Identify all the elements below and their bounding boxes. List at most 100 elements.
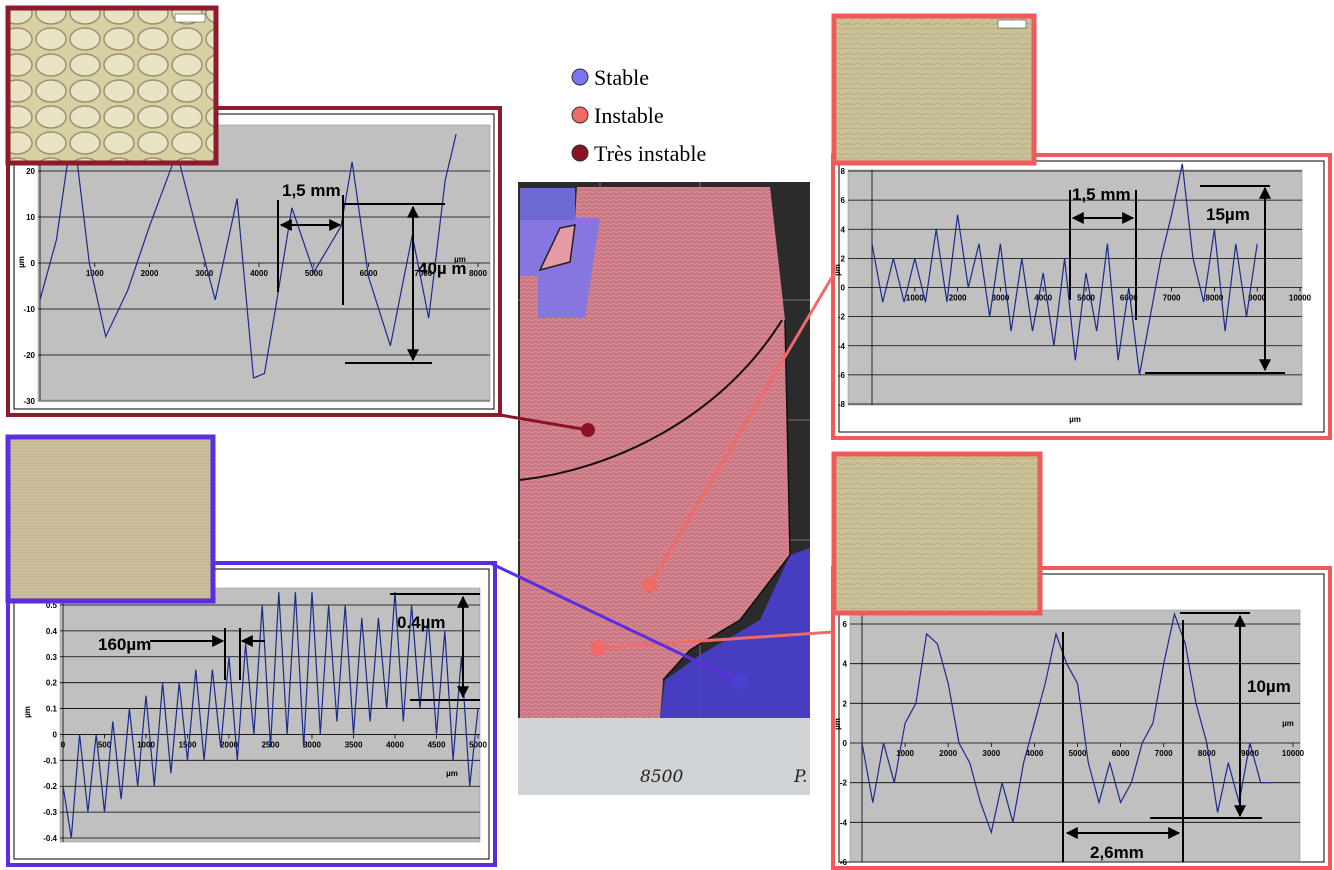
y-axis-label: µm	[833, 264, 842, 276]
profile-line	[39, 124, 457, 379]
x-tick-label: 5000	[1077, 294, 1095, 303]
x-tick-label: 2000	[939, 749, 957, 758]
y-tick-label: 4	[843, 660, 848, 669]
plot-area	[849, 609, 1301, 863]
x-tick-label: 3000	[195, 269, 213, 278]
profile-chart: -0.4 -0.3 -0.2 -0.1 0 0.1 0.2 0.3 0.4 0.5 0 500 1000…	[6, 561, 497, 867]
y-tick-label: 8	[841, 167, 846, 176]
annotation: 2,6mm	[1090, 843, 1144, 862]
x-tick-label: 3000	[303, 740, 321, 749]
y-tick-label: 10	[26, 213, 35, 222]
y-tick-label: 0.4	[46, 627, 58, 636]
x-tick-label: 2000	[220, 740, 238, 749]
x-axis-label: µm	[454, 255, 466, 264]
y-tick-label: -6	[840, 858, 848, 867]
profile-chart: -6 -4 -2 0 2 4 6 1000 2000 3000 4000 5000 6000 7000 80…	[831, 566, 1332, 870]
x-tick-label: 1500	[179, 740, 197, 749]
y-axis-label: µm	[23, 706, 32, 718]
y-tick-label: 0.2	[46, 679, 58, 688]
y-tick-label: 0.5	[46, 601, 58, 610]
y-tick-label: -10	[23, 305, 35, 314]
x-tick-label: 6000	[1120, 294, 1138, 303]
x-tick-label: 7000	[1163, 294, 1181, 303]
y-axis-label: µm	[17, 256, 26, 268]
y-axis-label: µm	[833, 718, 842, 730]
y-tick-label: -6	[838, 371, 846, 380]
legend-label: Stable	[594, 65, 649, 90]
chart-inner-frame	[13, 568, 490, 860]
x-tick-label: 10000	[1289, 294, 1312, 303]
chart-inner-frame	[13, 113, 495, 410]
x-tick-label: 5000	[305, 269, 323, 278]
y-tick-label: 0.3	[46, 653, 58, 662]
x-axis-label: µm	[1069, 415, 1081, 424]
annotation: 1,5 mm	[282, 181, 341, 200]
micrographs	[5, 5, 1043, 616]
x-tick-label: 7000	[414, 269, 432, 278]
x-tick-label: 9000	[1241, 749, 1259, 758]
x-tick-label: 4000	[1034, 294, 1052, 303]
annotation: 10µm	[1247, 677, 1291, 696]
y-tick-label: -30	[23, 397, 35, 406]
workpiece-label: 8500	[640, 767, 683, 787]
x-tick-label: 5000	[1069, 749, 1087, 758]
x-tick-label: 6000	[1112, 749, 1130, 758]
profile-line	[62, 592, 479, 839]
y-tick-label: -4	[840, 818, 848, 827]
y-tick-label: 0.1	[46, 705, 58, 714]
y-tick-label: -4	[838, 342, 846, 351]
y-tick-label: 6	[841, 196, 846, 205]
x-tick-label: 4000	[1026, 749, 1044, 758]
y-tick-label: -20	[23, 351, 35, 360]
x-axis-label: µm	[446, 769, 458, 778]
workpiece-label: P.	[793, 767, 807, 787]
y-tick-label: 0	[31, 259, 36, 268]
y-tick-label: 2	[841, 254, 846, 263]
y-tick-label: 6	[843, 620, 848, 629]
x-tick-label: 2000	[141, 269, 159, 278]
profile-line	[861, 611, 1272, 835]
x-axis-label: µm	[1282, 719, 1294, 728]
legend-marker	[571, 106, 589, 124]
x-tick-label: 1000	[896, 749, 914, 758]
x-tick-label: 8000	[1198, 749, 1216, 758]
x-tick-label: 1000	[86, 269, 104, 278]
x-tick-label: 6000	[360, 269, 378, 278]
y-tick-label: 2	[843, 699, 848, 708]
x-tick-label: 1000	[137, 740, 155, 749]
x-tick-label: 3500	[345, 740, 363, 749]
x-tick-label: 4500	[428, 740, 446, 749]
y-tick-label: -2	[838, 313, 846, 322]
y-tick-label: 0	[841, 284, 846, 293]
arrows	[150, 185, 1285, 862]
legend-marker	[571, 144, 589, 162]
legend-label: Très instable	[594, 141, 706, 166]
y-tick-label: -0.2	[43, 782, 57, 791]
connectors	[489, 271, 837, 690]
x-tick-label: 8000	[469, 269, 487, 278]
chart-inner-frame	[838, 160, 1325, 433]
x-tick-label: 3000	[992, 294, 1010, 303]
x-tick-label: 500	[98, 740, 112, 749]
x-tick-label: 4000	[386, 740, 404, 749]
x-tick-label: 3000	[982, 749, 1000, 758]
x-tick-label: 9000	[1248, 294, 1266, 303]
y-tick-label: -8	[838, 400, 846, 409]
x-tick-label: 8000	[1206, 294, 1224, 303]
y-tick-label: -0.1	[43, 756, 57, 765]
x-tick-label: 10000	[1282, 749, 1305, 758]
x-tick-label: 7000	[1155, 749, 1173, 758]
x-tick-label: 5000	[469, 740, 487, 749]
y-tick-label: 20	[26, 167, 35, 176]
legend-marker	[571, 68, 589, 86]
y-tick-label: -2	[840, 779, 848, 788]
x-tick-label: 2000	[949, 294, 967, 303]
annotation: 160µm	[98, 635, 151, 654]
profile-chart: -8 -6 -4 -2 0 2 4 6 8 1000 2000 3000 4000 5000 6000 700…	[831, 153, 1332, 440]
x-tick-label: 1000	[906, 294, 924, 303]
y-tick-label: 0	[843, 739, 848, 748]
annotation: 0.4µm	[397, 613, 446, 632]
workpiece-photo: 8500 P.	[518, 182, 810, 795]
